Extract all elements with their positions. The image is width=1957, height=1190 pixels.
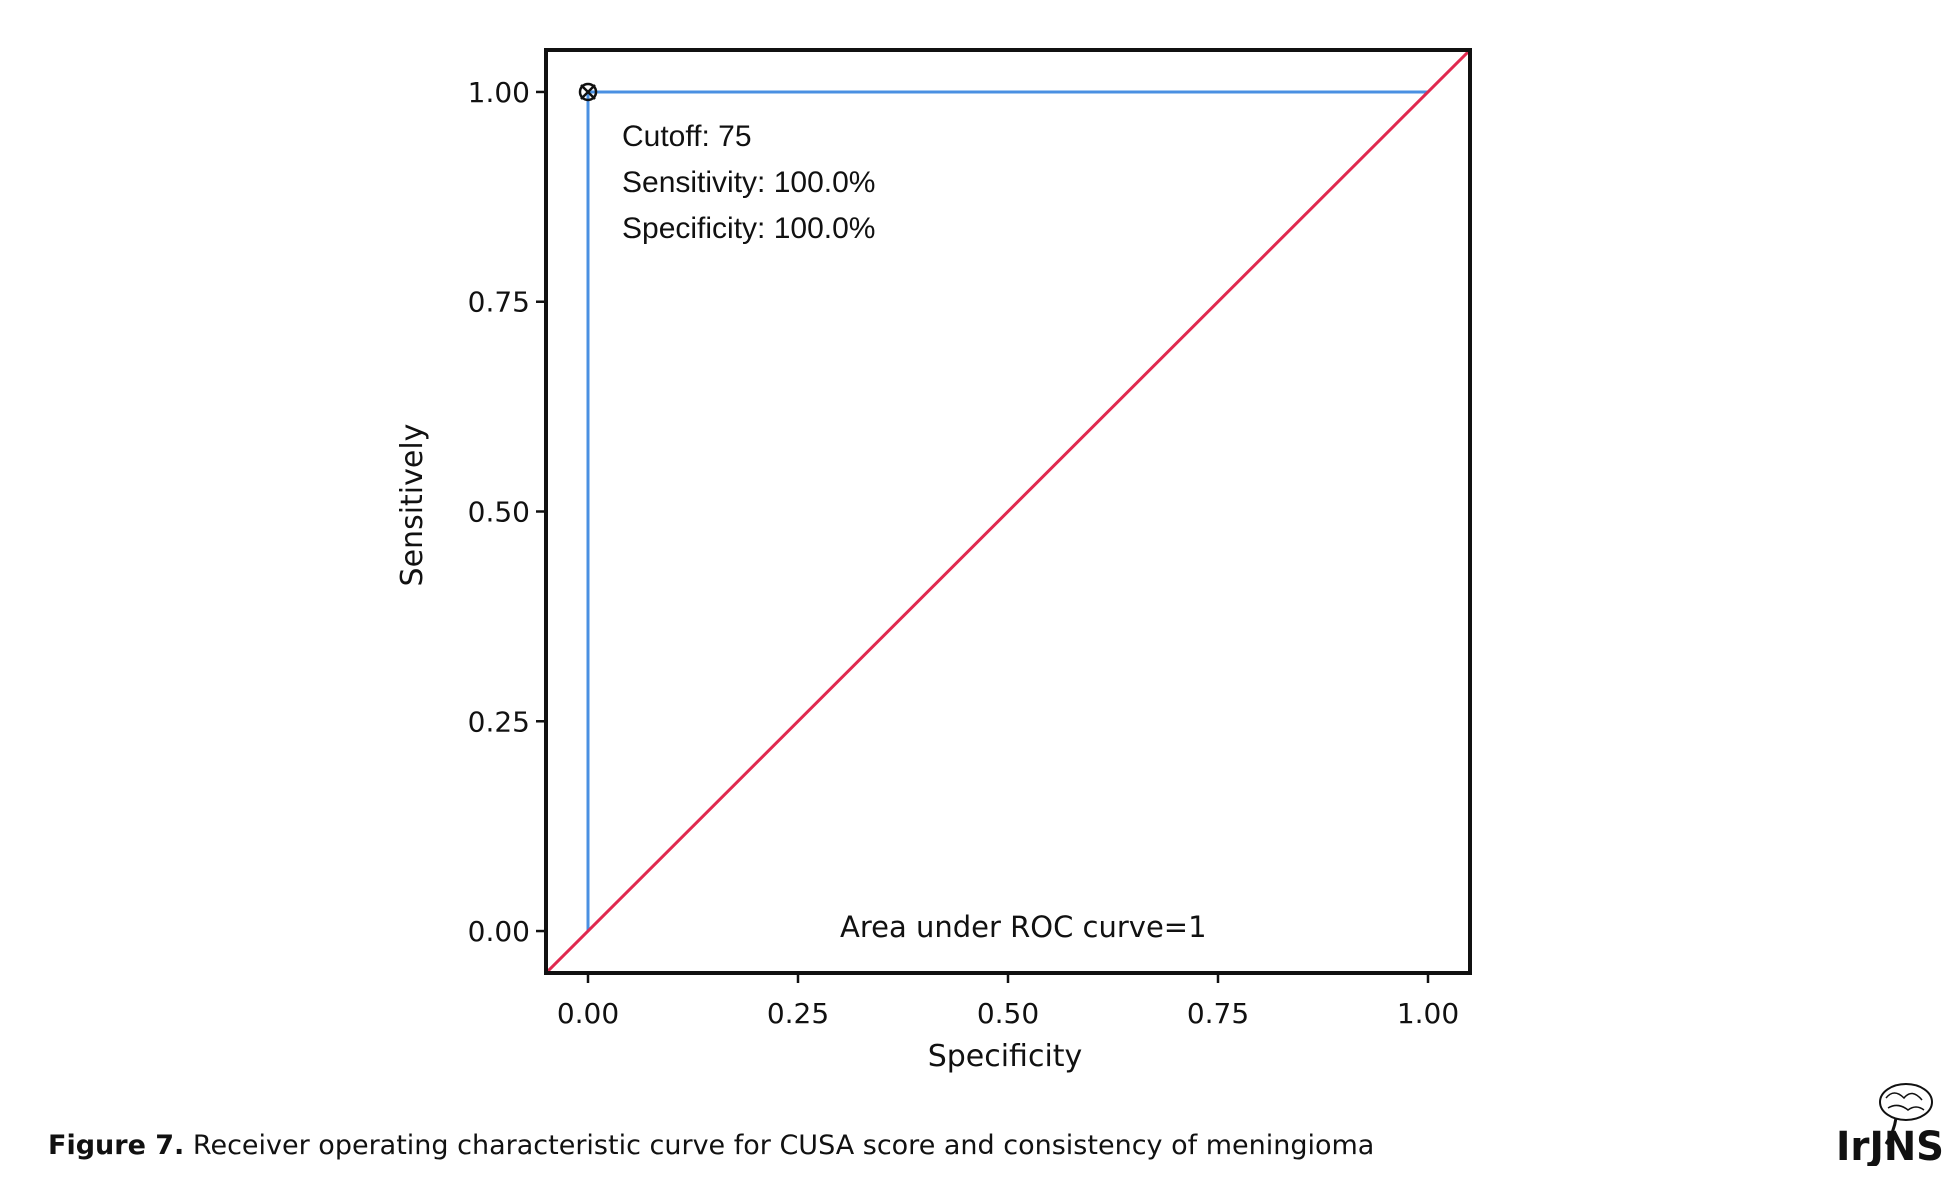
y-tick-label-3: 0.75 bbox=[468, 286, 530, 319]
journal-logo: IrJNS bbox=[1836, 1083, 1944, 1166]
x-axis-title: Specificity bbox=[928, 1039, 1083, 1074]
plot-layer: 0.00 0.25 0.50 0.75 1.00 0.00 0.25 0.50 0.75 1.00 bbox=[468, 48, 1472, 1030]
roc-chart: 0.00 0.25 0.50 0.75 1.00 0.00 0.25 0.50 0.75 1.00… bbox=[395, 48, 1472, 1074]
y-tick-label-4: 1.00 bbox=[468, 76, 530, 109]
y-tick-label-0: 0.00 bbox=[468, 915, 530, 948]
annotation-sensitivity: Sensitivity: 100.0% bbox=[622, 166, 875, 199]
y-tick-label-1: 0.25 bbox=[468, 705, 530, 738]
figure-caption: Figure 7. Receiver operating characteris… bbox=[48, 1130, 1374, 1161]
figure-label: Figure 7. bbox=[48, 1130, 185, 1161]
cutoff-marker-cross-b bbox=[580, 84, 596, 100]
auc-label: Area under ROC curve=1 bbox=[840, 910, 1207, 944]
x-tick-label-3: 0.75 bbox=[1187, 997, 1249, 1030]
annotation-cutoff: Cutoff: 75 bbox=[622, 120, 752, 153]
x-tick-label-4: 1.00 bbox=[1397, 997, 1459, 1030]
logo-text: IrJNS bbox=[1836, 1124, 1944, 1166]
annotation-specificity: Specificity: 100.0% bbox=[622, 212, 875, 245]
x-tick-label-0: 0.00 bbox=[557, 997, 619, 1030]
figure-caption-text: Receiver operating characteristic curve … bbox=[184, 1130, 1375, 1161]
x-tick-label-2: 0.50 bbox=[977, 997, 1039, 1030]
cutoff-marker-circle bbox=[578, 82, 598, 102]
x-tick-label-1: 0.25 bbox=[767, 997, 829, 1030]
series-line-1 bbox=[546, 50, 1470, 973]
y-tick-label-2: 0.50 bbox=[468, 496, 530, 529]
brain-icon bbox=[1879, 1083, 1933, 1145]
y-axis-title: Sensitively bbox=[395, 424, 430, 587]
